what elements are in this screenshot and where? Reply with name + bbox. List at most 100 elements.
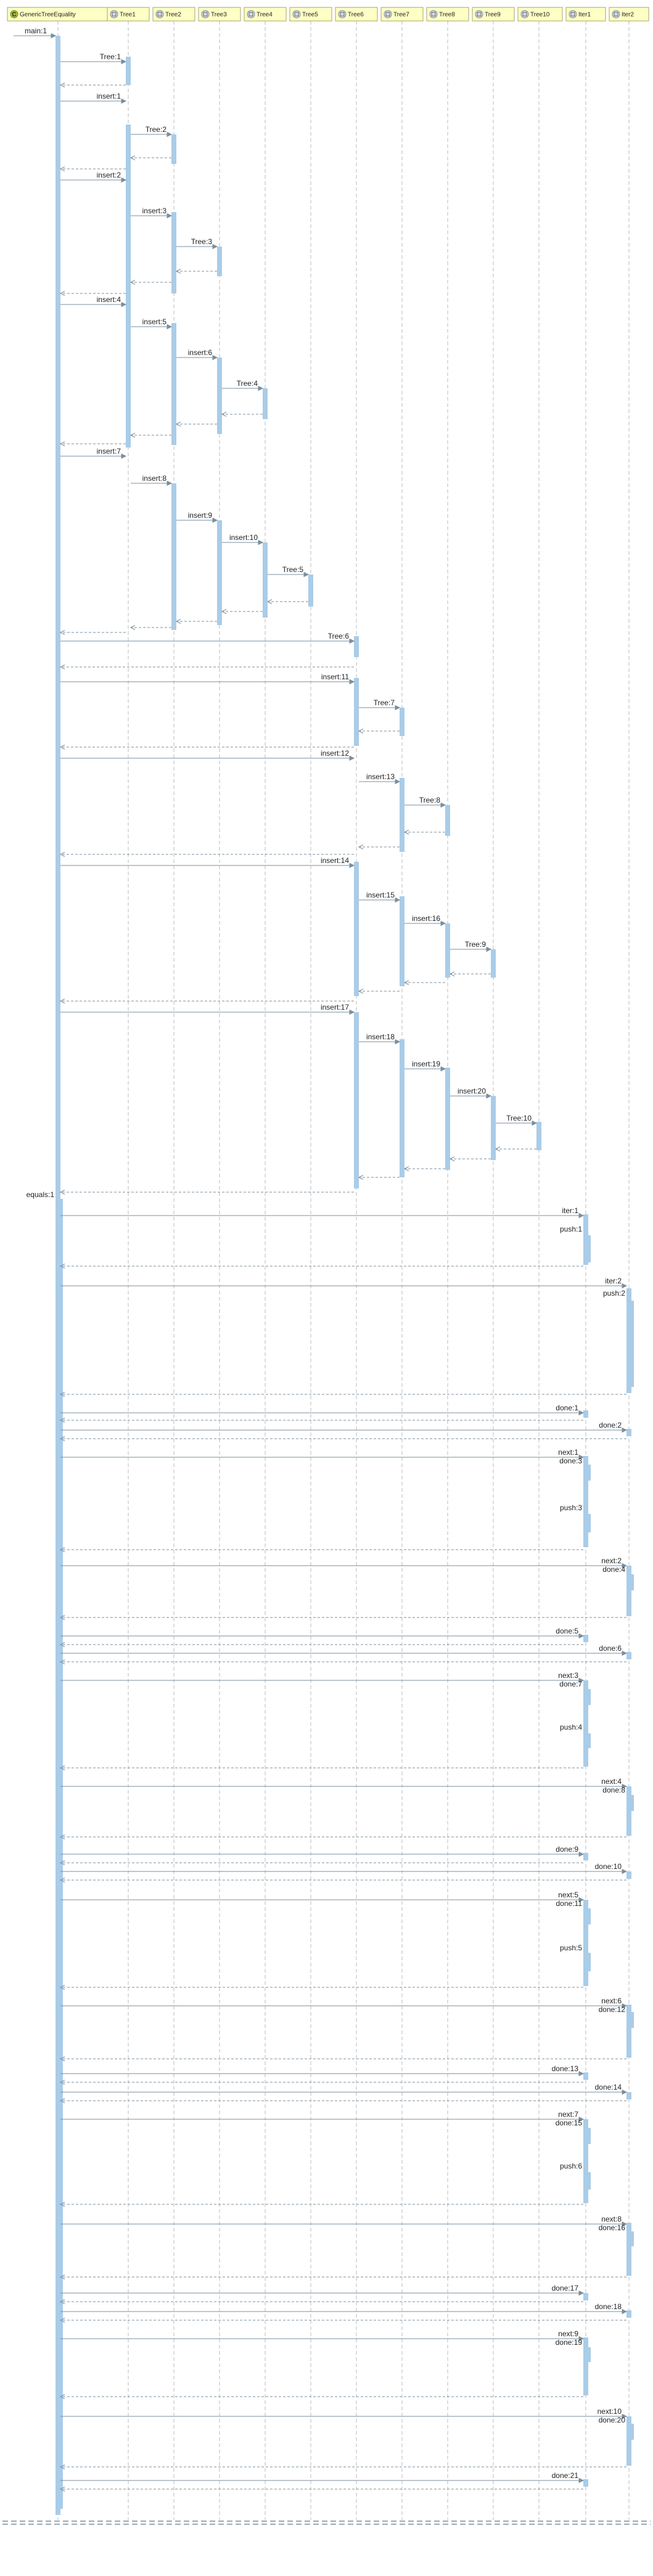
message-label: equals:1 — [27, 1190, 55, 1199]
participant-label: Tree10 — [530, 12, 550, 18]
message-label: done:12 — [599, 2005, 626, 2014]
message-label: push:6 — [560, 2162, 582, 2170]
message-label: done:17 — [552, 2284, 579, 2292]
object-icon-mark — [203, 12, 208, 17]
message-label: done:18 — [595, 2302, 622, 2311]
arrowhead-icon — [166, 213, 173, 219]
object-icon-mark — [522, 12, 527, 17]
message-label: Tree:5 — [282, 565, 304, 574]
participant-iter2: Iter2 — [609, 7, 649, 22]
arrowhead-icon — [166, 132, 173, 137]
participant-box — [565, 7, 606, 22]
participant-iter1: Iter1 — [565, 7, 606, 22]
object-icon-mark — [248, 12, 253, 17]
arrowhead-icon — [221, 412, 227, 417]
message-label: done:7 — [559, 1680, 582, 1688]
activation-bar — [171, 134, 176, 164]
arrowhead-icon — [59, 1985, 65, 1990]
message-label: insert:2 — [97, 171, 121, 179]
participant-tree4: Tree4 — [244, 7, 287, 22]
arrowhead-icon — [129, 433, 136, 438]
message-label: insert:15 — [366, 891, 395, 899]
participant-generictreeequality: C GenericTreeEquality — [7, 7, 109, 22]
message-label: Tree:2 — [146, 125, 167, 134]
arrowhead-icon — [578, 1678, 585, 1683]
arrowhead-icon — [59, 1547, 65, 1552]
object-icon — [569, 10, 577, 18]
participant-label: Tree5 — [302, 12, 318, 18]
arrowhead-icon — [449, 1156, 455, 1161]
message-label: insert:9 — [188, 511, 213, 520]
arrowhead-icon — [121, 454, 127, 459]
object-icon — [292, 10, 301, 18]
arrowhead-icon — [121, 99, 127, 104]
object-icon — [520, 10, 529, 18]
message-label: Tree:4 — [237, 379, 258, 388]
activation-bar — [217, 358, 222, 434]
arrowhead-icon — [578, 2478, 585, 2484]
participant-label: Tree1 — [120, 12, 136, 18]
arrowhead-icon — [59, 441, 65, 446]
activation-bar — [626, 2092, 631, 2100]
message-label: insert:10 — [229, 533, 258, 542]
arrowhead-icon — [59, 664, 65, 669]
arrowhead-icon — [622, 2309, 628, 2315]
participant-tree6: Tree6 — [335, 7, 378, 22]
message-label: done:5 — [556, 1627, 578, 1635]
message-label: push:4 — [560, 1723, 582, 1732]
arrowhead-icon — [395, 1039, 401, 1045]
activation-bar — [586, 1235, 591, 1262]
object-icon — [612, 10, 620, 18]
activation-bar — [629, 1574, 634, 1590]
participant-label: Iter1 — [578, 12, 591, 18]
message-label: main:1 — [25, 27, 47, 35]
arrowhead-icon — [121, 59, 127, 65]
arrowhead-icon — [440, 803, 446, 808]
message-label: insert:20 — [458, 1087, 486, 1095]
arrowhead-icon — [358, 844, 364, 849]
participant-label: GenericTreeEquality — [20, 12, 76, 18]
participant-tree7: Tree7 — [380, 7, 424, 22]
arrowhead-icon — [129, 155, 136, 160]
message-label: done:11 — [556, 1899, 583, 1908]
object-icon-mark — [112, 12, 117, 17]
activation-bar — [626, 2005, 631, 2058]
arrowhead-icon — [578, 1213, 585, 1219]
message-label: done:14 — [595, 2083, 622, 2091]
object-icon — [201, 10, 210, 18]
arrowhead-icon — [175, 422, 181, 427]
message-label: next:8 — [601, 2215, 622, 2223]
arrowhead-icon — [59, 166, 65, 171]
message-label: push:3 — [560, 1503, 582, 1512]
diagram-footer — [2, 2521, 651, 2525]
arrowhead-icon — [349, 863, 355, 869]
activation-bar — [629, 1301, 634, 1387]
object-icon-mark — [385, 12, 390, 17]
activation-bar — [354, 678, 359, 746]
arrowhead-icon — [403, 1166, 409, 1171]
arrowhead-icon — [59, 999, 65, 1004]
activation-bar — [583, 2337, 588, 2395]
activation-bar — [586, 1953, 591, 1971]
activation-bar — [354, 636, 359, 657]
arrowhead-icon — [578, 1852, 585, 1857]
arrowhead-icon — [403, 830, 409, 835]
activation-bar — [586, 1689, 591, 1705]
participant-box — [380, 7, 424, 22]
activation-bars — [55, 36, 634, 2515]
activation-bar — [263, 388, 268, 419]
object-icon — [475, 10, 483, 18]
message-label: Tree:3 — [191, 237, 213, 246]
participant-label: Tree3 — [211, 12, 227, 18]
arrowhead-icon — [59, 1765, 65, 1770]
message-label: insert:11 — [321, 673, 349, 681]
message-label: next:9 — [558, 2329, 578, 2338]
participant-box — [335, 7, 378, 22]
arrowhead-icon — [59, 1190, 65, 1195]
arrowhead-icon — [166, 324, 173, 330]
message-label: insert:8 — [142, 474, 167, 483]
message-label: insert:14 — [321, 856, 349, 865]
arrowhead-icon — [59, 2098, 65, 2103]
arrowhead-icon — [59, 2056, 65, 2061]
object-icon — [110, 10, 118, 18]
